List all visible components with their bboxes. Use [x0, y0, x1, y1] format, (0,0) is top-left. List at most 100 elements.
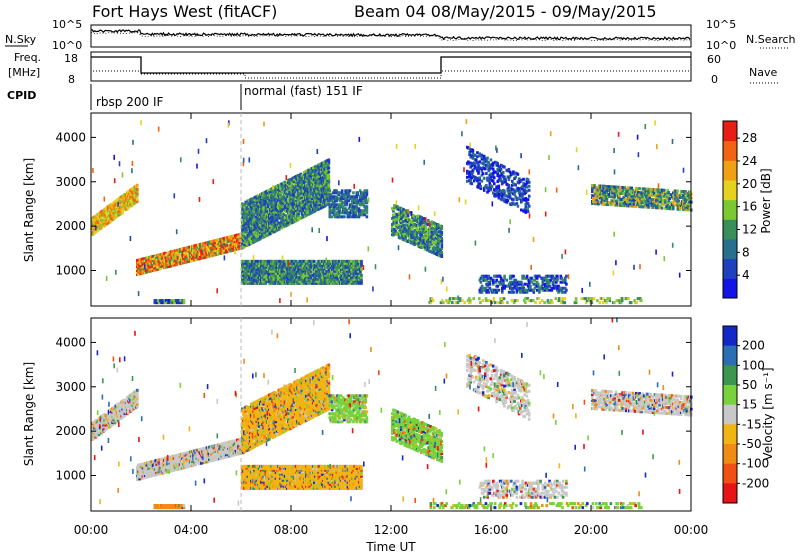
- power-cell: [327, 186, 331, 190]
- power-cell: [329, 277, 333, 281]
- freq-panel: [90, 51, 692, 82]
- power-cell: [281, 269, 285, 273]
- power-cell: [352, 209, 355, 213]
- power-cell: [491, 163, 495, 167]
- power-cell: [145, 270, 148, 274]
- power-cell: [352, 199, 355, 203]
- power-cell: [328, 215, 332, 219]
- power-cell: [152, 254, 156, 258]
- power-cell: [605, 187, 609, 190]
- power-cell: [200, 248, 203, 252]
- power-cell: [527, 180, 531, 184]
- power-cell: [511, 179, 514, 183]
- power-cell: [606, 203, 610, 206]
- power-cell: [353, 207, 356, 211]
- power-cell: [631, 200, 635, 204]
- noise-left-tick-high: 10^5: [52, 18, 82, 31]
- power-cell: [340, 215, 344, 219]
- power-cell: [347, 215, 351, 219]
- power-cell: [224, 238, 228, 242]
- power-cell: [274, 267, 278, 271]
- power-cell: [339, 199, 343, 203]
- power-cell: [354, 215, 357, 219]
- power-cell: [337, 213, 341, 217]
- power-cell: [641, 195, 645, 199]
- power-cell: [244, 271, 247, 275]
- power-cell: [340, 203, 344, 207]
- power-cell: [424, 228, 428, 231]
- power-cell: [592, 194, 595, 197]
- power-cell: [298, 189, 301, 193]
- power-cell: [269, 281, 272, 285]
- power-cell: [297, 215, 300, 219]
- power-cell: [595, 186, 599, 190]
- power-cell: [630, 194, 633, 198]
- power-cell: [352, 191, 355, 195]
- power-cell: [315, 269, 318, 273]
- power-cell: [337, 193, 341, 197]
- noise-left-tick-low: 10^0: [52, 39, 82, 52]
- power-cell: [410, 241, 413, 245]
- power-cell: [254, 277, 258, 281]
- power-cell: [491, 161, 495, 165]
- power-cell: [352, 265, 355, 269]
- power-cell: [605, 196, 609, 200]
- power-cell: [419, 239, 422, 243]
- power-cell: [328, 189, 332, 193]
- power-cell: [327, 162, 331, 166]
- power-cell: [647, 203, 650, 207]
- power-cell: [645, 201, 648, 205]
- power-cell: [340, 191, 344, 195]
- power-cell: [348, 197, 352, 201]
- power-cell: [196, 251, 200, 255]
- power-cell: [591, 188, 594, 191]
- power-cell: [504, 180, 507, 184]
- power-cell: [293, 189, 297, 193]
- power-cell: [159, 263, 163, 266]
- power-cell: [403, 226, 406, 230]
- power-cell: [503, 191, 506, 195]
- power-cell: [647, 205, 650, 209]
- power-cell: [330, 203, 334, 207]
- power-cell: [434, 240, 438, 244]
- power-cell: [359, 265, 362, 269]
- power-cell: [638, 199, 641, 203]
- power-cell: [612, 197, 615, 201]
- power-cell: [615, 203, 619, 207]
- power-cell: [365, 201, 369, 205]
- power-cell: [471, 148, 475, 152]
- power-cell: [365, 207, 369, 211]
- power-cell: [422, 219, 426, 222]
- power-cell: [278, 225, 281, 229]
- power-cell: [358, 281, 361, 285]
- power-cell: [350, 267, 353, 271]
- power-cell: [136, 187, 139, 191]
- power-cell: [473, 154, 477, 157]
- power-cell: [355, 207, 359, 211]
- power-cell: [274, 263, 278, 267]
- power-cell: [440, 245, 444, 248]
- power-cell: [315, 172, 318, 176]
- power-cell: [625, 188, 629, 192]
- power-cell: [328, 199, 332, 203]
- power-cell: [344, 189, 347, 193]
- power-cell: [622, 192, 626, 196]
- power-cell: [607, 185, 611, 189]
- power-cell: [527, 184, 531, 188]
- power-cell: [365, 209, 369, 213]
- power-cell: [610, 195, 613, 199]
- power-cell: [410, 229, 413, 233]
- power-cell: [361, 191, 364, 195]
- power-cell: [517, 187, 521, 191]
- power-cell: [440, 239, 444, 242]
- power-cell: [360, 267, 363, 271]
- power-cell: [252, 267, 255, 271]
- power-cell: [215, 246, 219, 250]
- power-cell: [314, 267, 317, 271]
- power-cell: [204, 247, 208, 251]
- power-cell: [347, 193, 351, 197]
- power-cell: [427, 241, 430, 244]
- power-cell: [202, 242, 205, 246]
- power-cell: [323, 198, 326, 202]
- power-cell: [289, 177, 292, 181]
